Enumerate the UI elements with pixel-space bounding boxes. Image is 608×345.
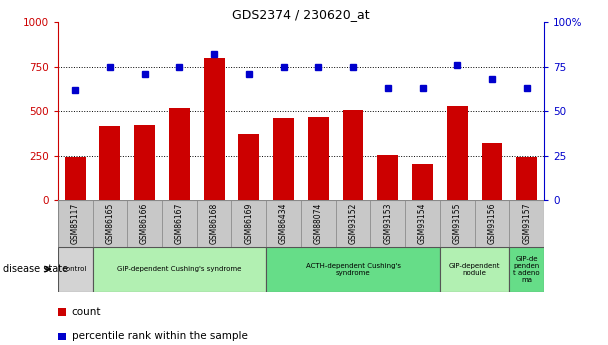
Text: GSM86434: GSM86434 (279, 203, 288, 244)
Bar (412, 164, 433, 200)
Text: GSM86169: GSM86169 (244, 203, 254, 244)
Bar (370, 200, 405, 247)
Bar (516, 157, 537, 200)
Text: ACTH-dependent Cushing's
syndrome: ACTH-dependent Cushing's syndrome (306, 263, 401, 276)
Bar (58, 200, 92, 247)
Bar (64, 157, 86, 200)
Text: control: control (63, 266, 88, 272)
Text: GSM93154: GSM93154 (418, 203, 427, 244)
Text: percentile rank within the sample: percentile rank within the sample (72, 332, 247, 341)
Bar (92, 247, 266, 292)
Text: GSM93155: GSM93155 (453, 203, 462, 244)
Bar (510, 200, 544, 247)
Text: GSM93152: GSM93152 (348, 203, 358, 244)
Text: GIP-dependent Cushing's syndrome: GIP-dependent Cushing's syndrome (117, 266, 241, 272)
Bar (92, 200, 127, 247)
Text: GIP-de
penden
t adeno
ma: GIP-de penden t adeno ma (514, 256, 540, 283)
Bar (162, 200, 197, 247)
Bar (440, 247, 510, 292)
Text: GSM85117: GSM85117 (71, 203, 80, 244)
Bar (405, 200, 440, 247)
Bar (169, 108, 190, 200)
Text: count: count (72, 307, 102, 317)
Bar (447, 106, 468, 200)
Text: GSM93157: GSM93157 (522, 203, 531, 244)
Text: GSM86167: GSM86167 (175, 203, 184, 244)
Bar (134, 125, 155, 200)
Bar (273, 118, 294, 200)
Bar (266, 200, 301, 247)
Bar (343, 110, 364, 200)
Bar (301, 200, 336, 247)
Text: GSM86165: GSM86165 (105, 203, 114, 244)
Text: GSM88074: GSM88074 (314, 203, 323, 244)
Bar (238, 134, 259, 200)
Bar (266, 247, 440, 292)
Bar (204, 58, 224, 200)
Bar (336, 200, 370, 247)
Bar (440, 200, 475, 247)
Bar (510, 247, 544, 292)
Bar (197, 200, 232, 247)
Text: GIP-dependent
nodule: GIP-dependent nodule (449, 263, 500, 276)
Bar (475, 200, 510, 247)
Bar (378, 155, 398, 200)
Bar (308, 117, 329, 200)
Text: GSM93156: GSM93156 (488, 203, 497, 244)
Bar (232, 200, 266, 247)
Bar (58, 247, 92, 292)
Text: GSM86168: GSM86168 (210, 203, 219, 244)
Title: GDS2374 / 230620_at: GDS2374 / 230620_at (232, 8, 370, 21)
Bar (482, 143, 502, 200)
Text: disease state: disease state (3, 264, 68, 274)
Bar (100, 126, 120, 200)
Text: GSM86166: GSM86166 (140, 203, 149, 244)
Bar (127, 200, 162, 247)
Text: GSM93153: GSM93153 (383, 203, 392, 244)
